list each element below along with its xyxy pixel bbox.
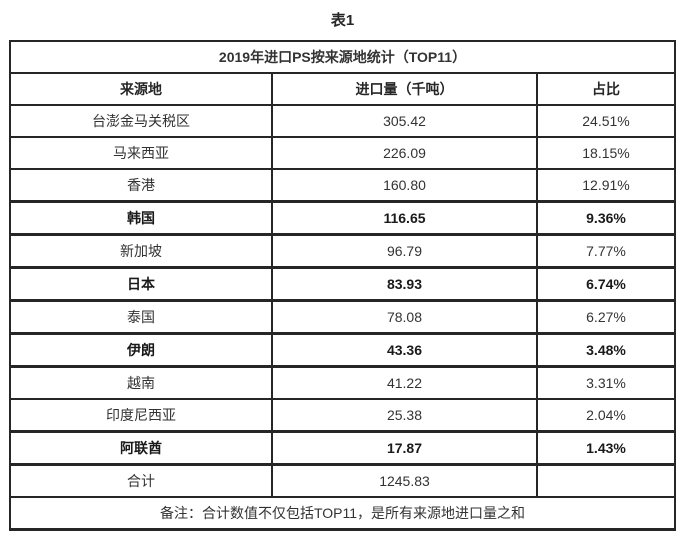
share-cell: 6.74% bbox=[536, 266, 676, 302]
volume-cell: 78.08 bbox=[271, 299, 538, 335]
note-row: 备注：合计数值不仅包括TOP11，是所有来源地进口量之和 bbox=[9, 496, 676, 531]
table-row: 阿联酋 17.87 1.43% bbox=[9, 430, 676, 466]
volume-cell: 226.09 bbox=[271, 136, 538, 170]
column-header-origin: 来源地 bbox=[9, 72, 273, 106]
share-cell: 24.51% bbox=[536, 104, 676, 138]
table-row: 泰国 78.08 6.27% bbox=[9, 299, 676, 335]
table-note: 备注：合计数值不仅包括TOP11，是所有来源地进口量之和 bbox=[9, 496, 676, 531]
origin-cell: 日本 bbox=[9, 266, 273, 302]
origin-cell: 台澎金马关税区 bbox=[9, 104, 273, 138]
total-share-cell bbox=[536, 463, 676, 498]
table-caption: 表1 bbox=[330, 12, 355, 29]
share-cell: 18.15% bbox=[536, 136, 676, 170]
volume-cell: 305.42 bbox=[271, 104, 538, 138]
origin-cell: 香港 bbox=[9, 168, 273, 203]
table-body: 台澎金马关税区 305.42 24.51% 马来西亚 226.09 18.15% 香港 160… bbox=[9, 104, 676, 466]
share-cell: 2.04% bbox=[536, 398, 676, 433]
origin-cell: 伊朗 bbox=[9, 332, 273, 368]
volume-cell: 96.79 bbox=[271, 233, 538, 269]
volume-cell: 160.80 bbox=[271, 168, 538, 203]
table-row: 台澎金马关税区 305.42 24.51% bbox=[9, 104, 676, 138]
volume-cell: 83.93 bbox=[271, 266, 538, 302]
total-volume-cell: 1245.83 bbox=[271, 463, 538, 498]
table-row: 伊朗 43.36 3.48% bbox=[9, 332, 676, 368]
share-cell: 3.31% bbox=[536, 365, 676, 400]
volume-cell: 41.22 bbox=[271, 365, 538, 400]
share-cell: 1.43% bbox=[536, 430, 676, 466]
table-title: 2019年进口PS按来源地统计（TOP11） bbox=[9, 40, 676, 74]
volume-cell: 116.65 bbox=[271, 200, 538, 236]
share-cell: 3.48% bbox=[536, 332, 676, 368]
origin-cell: 新加坡 bbox=[9, 233, 273, 269]
table-row: 新加坡 96.79 7.77% bbox=[9, 233, 676, 269]
table-row: 马来西亚 226.09 18.15% bbox=[9, 136, 676, 170]
table-row: 印度尼西亚 25.38 2.04% bbox=[9, 398, 676, 433]
table-row: 香港 160.80 12.91% bbox=[9, 168, 676, 203]
table-title-row: 2019年进口PS按来源地统计（TOP11） bbox=[9, 40, 676, 74]
table-row: 越南 41.22 3.31% bbox=[9, 365, 676, 400]
origin-cell: 印度尼西亚 bbox=[9, 398, 273, 433]
volume-cell: 25.38 bbox=[271, 398, 538, 433]
origin-cell: 阿联酋 bbox=[9, 430, 273, 466]
column-header-volume: 进口量（千吨） bbox=[271, 72, 538, 106]
volume-cell: 17.87 bbox=[271, 430, 538, 466]
share-cell: 6.27% bbox=[536, 299, 676, 335]
origin-cell: 泰国 bbox=[9, 299, 273, 335]
origin-cell: 韩国 bbox=[9, 200, 273, 236]
total-label-cell: 合计 bbox=[9, 463, 273, 498]
origin-cell: 马来西亚 bbox=[9, 136, 273, 170]
share-cell: 9.36% bbox=[536, 200, 676, 236]
origin-cell: 越南 bbox=[9, 365, 273, 400]
table-row: 韩国 116.65 9.36% bbox=[9, 200, 676, 236]
import-stats-table: 2019年进口PS按来源地统计（TOP11） 来源地 进口量（千吨） 占比 台澎… bbox=[9, 40, 676, 531]
column-header-row: 来源地 进口量（千吨） 占比 bbox=[9, 72, 676, 106]
share-cell: 12.91% bbox=[536, 168, 676, 203]
volume-cell: 43.36 bbox=[271, 332, 538, 368]
column-header-share: 占比 bbox=[536, 72, 676, 106]
table-row: 日本 83.93 6.74% bbox=[9, 266, 676, 302]
share-cell: 7.77% bbox=[536, 233, 676, 269]
total-row: 合计 1245.83 bbox=[9, 463, 676, 498]
